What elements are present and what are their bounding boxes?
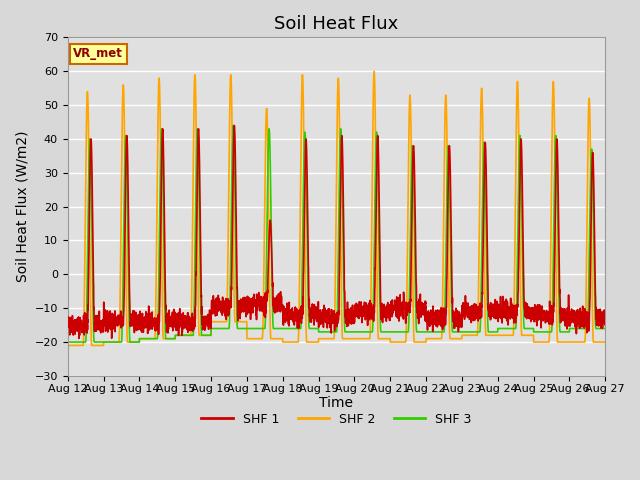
SHF 1: [230, 122, 238, 128]
Line: SHF 3: SHF 3: [68, 125, 605, 342]
SHF 1: [601, 312, 609, 318]
SHF 3: [214, 325, 221, 331]
SHF 3: [602, 325, 609, 331]
SHF 3: [229, 122, 237, 128]
SHF 3: [179, 333, 187, 338]
SHF 1: [399, 306, 406, 312]
SHF 1: [389, 310, 397, 315]
Line: SHF 2: SHF 2: [68, 72, 605, 346]
Line: SHF 1: SHF 1: [68, 125, 605, 338]
SHF 1: [550, 269, 558, 275]
SHF 2: [389, 339, 397, 345]
SHF 3: [550, 188, 558, 193]
SHF 1: [602, 313, 609, 319]
SHF 3: [64, 339, 72, 345]
SHF 2: [601, 339, 609, 345]
SHF 2: [64, 343, 72, 348]
Text: VR_met: VR_met: [73, 48, 123, 60]
SHF 2: [214, 319, 221, 324]
Y-axis label: Soil Heat Flux (W/m2): Soil Heat Flux (W/m2): [15, 131, 29, 282]
SHF 2: [370, 69, 378, 74]
SHF 2: [399, 339, 406, 345]
SHF 3: [399, 329, 406, 335]
SHF 2: [550, 110, 558, 116]
Legend: SHF 1, SHF 2, SHF 3: SHF 1, SHF 2, SHF 3: [196, 408, 477, 431]
SHF 3: [389, 329, 397, 335]
SHF 2: [179, 333, 187, 338]
SHF 3: [601, 325, 609, 331]
SHF 1: [64, 320, 72, 325]
X-axis label: Time: Time: [319, 396, 353, 410]
SHF 2: [602, 339, 609, 345]
Title: Soil Heat Flux: Soil Heat Flux: [275, 15, 399, 33]
SHF 1: [75, 336, 83, 341]
SHF 1: [214, 305, 222, 311]
SHF 1: [179, 324, 187, 330]
